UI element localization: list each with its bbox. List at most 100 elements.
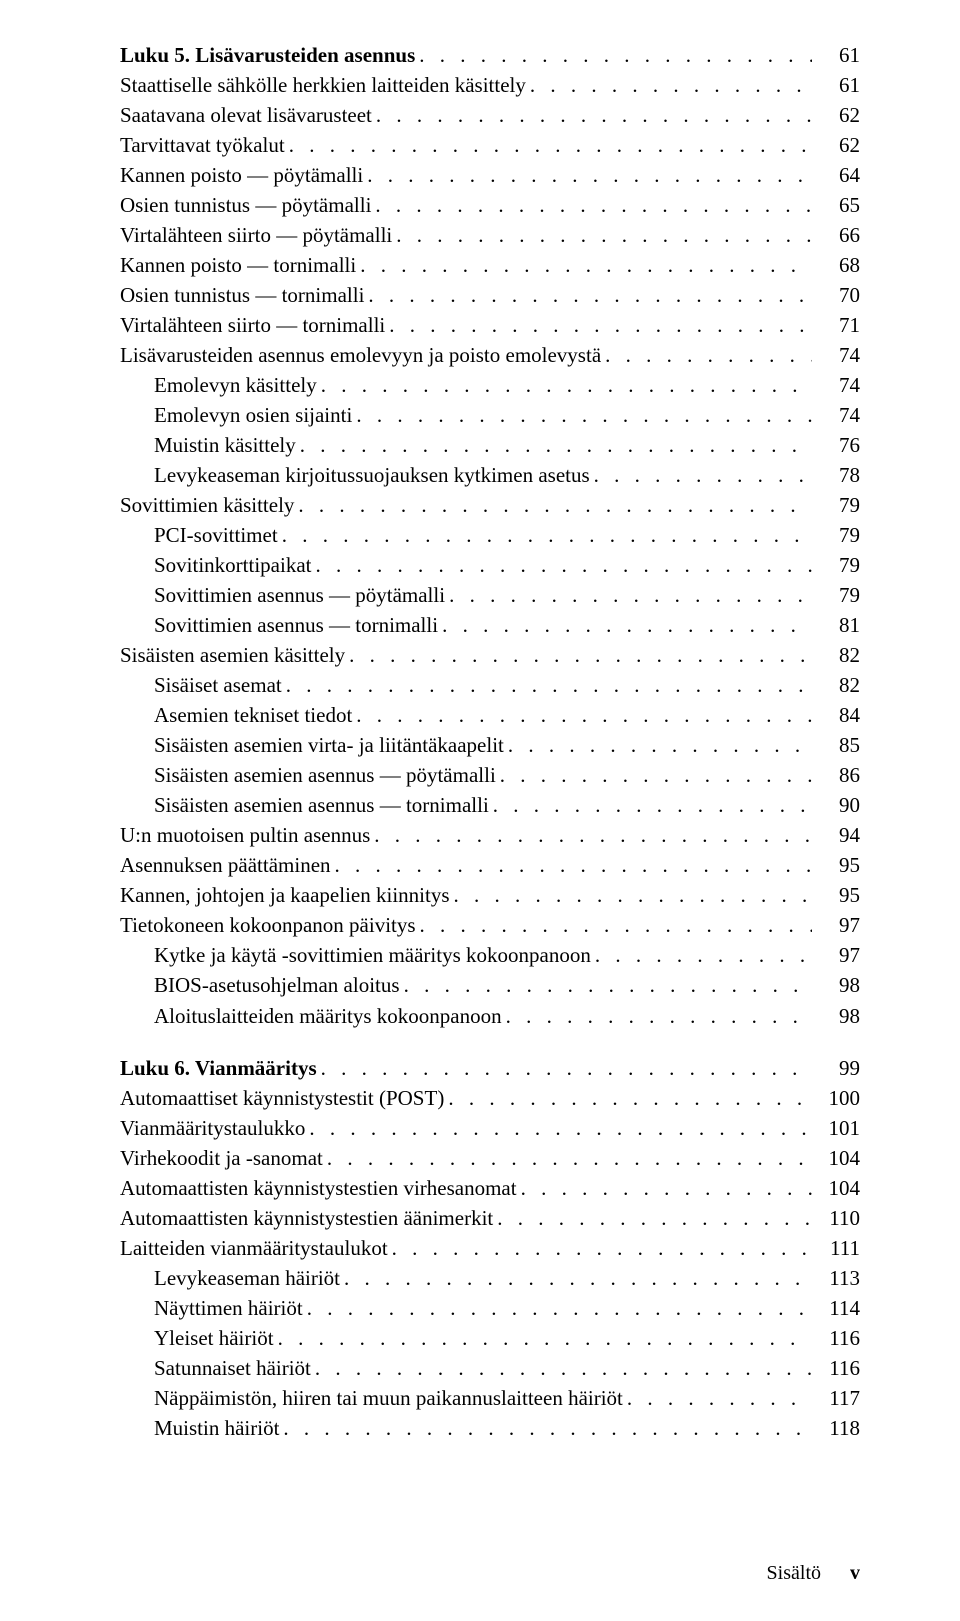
toc-leader-dots [595,940,812,970]
toc-entry-page: 62 [816,100,860,130]
toc-entry-page: 79 [816,520,860,550]
toc-entry-page: 82 [816,670,860,700]
page-footer: Sisältö v [767,1562,860,1585]
toc-leader-dots [389,310,812,340]
toc-entry-label: Sovittimien asennus — pöytämalli [154,580,445,610]
toc-entry-page: 70 [816,280,860,310]
toc-leader-dots [530,70,812,100]
toc-entry-page: 62 [816,130,860,160]
toc-entry: Osien tunnistus — pöytämalli65 [120,190,860,220]
toc-entry-page: 98 [816,1001,860,1031]
toc-leader-dots [500,760,812,790]
toc-entry-page: 104 [816,1173,860,1203]
toc-entry-label: Yleiset häiriöt [154,1323,274,1353]
toc-leader-dots [315,1353,812,1383]
toc-entry: Emolevyn käsittely 74 [120,370,860,400]
toc-entry-label: Lisävarusteiden asennus emolevyyn ja poi… [120,340,601,370]
toc-leader-dots [321,370,812,400]
toc-entry-page: 97 [816,940,860,970]
toc-leader-dots [506,1001,812,1031]
toc-entry-label: Kannen, johtojen ja kaapelien kiinnitys [120,880,450,910]
toc-entry-page: 99 [816,1053,860,1083]
toc-entry-label: Vianmääritystaulukko [120,1113,305,1143]
toc-entry: Sovittimien asennus — pöytämalli 79 [120,580,860,610]
toc-leader-dots [300,430,812,460]
toc-entry-label: Virhekoodit ja -sanomat [120,1143,323,1173]
toc-entry: Näppäimistön, hiiren tai muun paikannusl… [120,1383,860,1413]
toc-entry-page: 79 [816,490,860,520]
toc-entry-page: 110 [816,1203,860,1233]
toc-entry-page: 81 [816,610,860,640]
toc-entry: Sisäisten asemien asennus — pöytämalli86 [120,760,860,790]
toc-entry: Tarvittavat työkalut62 [120,130,860,160]
toc-entry-page: 104 [816,1143,860,1173]
toc-entry-label: Muistin häiriöt [154,1413,279,1443]
toc-leader-dots [368,280,812,310]
toc-entry: Sovittimien käsittely 79 [120,490,860,520]
toc-leader-dots [420,910,812,940]
toc-entry-label: Näyttimen häiriöt [154,1293,303,1323]
toc-entry: Sovitinkorttipaikat79 [120,550,860,580]
toc-entry-page: 113 [816,1263,860,1293]
toc-leader-dots [521,1173,812,1203]
table-of-contents: Luku 5. Lisävarusteiden asennus61Staatti… [120,40,860,1443]
toc-entry-label: Asennuksen päättäminen [120,850,331,880]
toc-entry-page: 114 [816,1293,860,1323]
toc-entry-page: 66 [816,220,860,250]
toc-leader-dots [396,220,812,250]
toc-entry-page: 117 [816,1383,860,1413]
toc-entry: Muistin häiriöt118 [120,1413,860,1443]
toc-entry-label: Virtalähteen siirto — tornimalli [120,310,385,340]
toc-entry-label: U:n muotoisen pultin asennus [120,820,370,850]
toc-entry: Laitteiden vianmääritystaulukot111 [120,1233,860,1263]
toc-leader-dots [356,700,812,730]
toc-entry-page: 65 [816,190,860,220]
toc-leader-dots [497,1203,812,1233]
toc-entry-label: Levykeaseman häiriöt [154,1263,340,1293]
toc-leader-dots [448,1083,812,1113]
toc-entry: Satunnaiset häiriöt116 [120,1353,860,1383]
toc-entry-label: Tietokoneen kokoonpanon päivitys [120,910,416,940]
toc-entry-label: Sisäisten asemien virta- ja liitäntäkaap… [154,730,504,760]
toc-leader-dots [356,400,812,430]
toc-leader-dots [627,1383,812,1413]
toc-entry-page: 90 [816,790,860,820]
toc-entry-label: Satunnaiset häiriöt [154,1353,311,1383]
toc-entry-page: 74 [816,370,860,400]
footer-section-label: Sisältö [767,1562,821,1584]
toc-entry-label: Sovittimien käsittely [120,490,294,520]
toc-entry-page: 68 [816,250,860,280]
toc-entry: Asemien tekniset tiedot84 [120,700,860,730]
toc-entry-label: Näppäimistön, hiiren tai muun paikannusl… [154,1383,623,1413]
toc-entry: Aloituslaitteiden määritys kokoonpanoon9… [120,1001,860,1031]
toc-entry: Kannen, johtojen ja kaapelien kiinnitys9… [120,880,860,910]
toc-entry-label: Asemien tekniset tiedot [154,700,352,730]
toc-entry-label: Emolevyn käsittely [154,370,317,400]
toc-entry-page: 111 [816,1233,860,1263]
toc-entry-label: Staattiselle sähkölle herkkien laitteide… [120,70,526,100]
toc-entry-label: Sisäisten asemien asennus — pöytämalli [154,760,496,790]
toc-leader-dots [327,1143,812,1173]
toc-entry-page: 97 [816,910,860,940]
toc-entry: Emolevyn osien sijainti74 [120,400,860,430]
toc-entry: Virhekoodit ja -sanomat 104 [120,1143,860,1173]
toc-entry: Osien tunnistus — tornimalli70 [120,280,860,310]
toc-entry: Staattiselle sähkölle herkkien laitteide… [120,70,860,100]
toc-entry: Sisäisten asemien virta- ja liitäntäkaap… [120,730,860,760]
toc-entry: Sisäiset asemat82 [120,670,860,700]
toc-entry: Automaattisten käynnistystestien virhesa… [120,1173,860,1203]
toc-entry: Kannen poisto — tornimalli 68 [120,250,860,280]
toc-entry-label: Kannen poisto — pöytämalli [120,160,363,190]
toc-entry: Levykeaseman häiriöt 113 [120,1263,860,1293]
toc-leader-dots [283,1413,812,1443]
toc-entry: Yleiset häiriöt116 [120,1323,860,1353]
toc-entry-page: 79 [816,580,860,610]
toc-entry-label: Kannen poisto — tornimalli [120,250,356,280]
toc-entry: Sisäisten asemien käsittely82 [120,640,860,670]
toc-entry-page: 95 [816,850,860,880]
toc-entry-label: BIOS-asetusohjelman aloitus [154,970,400,1000]
toc-leader-dots [278,1323,812,1353]
toc-leader-dots [286,670,812,700]
toc-entry-label: Sovitinkorttipaikat [154,550,312,580]
toc-entry: PCI-sovittimet79 [120,520,860,550]
